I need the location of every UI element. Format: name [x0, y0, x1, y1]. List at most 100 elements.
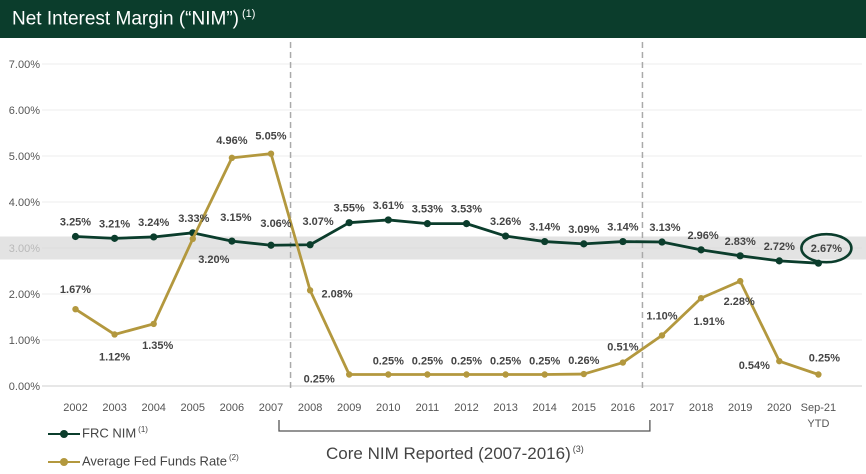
frc-nim-data-label: 2.83%: [725, 236, 756, 248]
fed-funds-point: [228, 154, 236, 162]
frc-nim-data-label: 2.72%: [764, 241, 795, 253]
frc-nim-data-label: 3.13%: [649, 222, 680, 234]
x-tick-label: 2006: [220, 402, 244, 414]
frc-nim-data-label: 2.67%: [811, 243, 842, 255]
y-tick-label: 4.00%: [9, 197, 40, 209]
fed-funds-data-label: 1.35%: [142, 340, 173, 352]
chart-title-footnote: (1): [241, 8, 256, 20]
y-tick-label: 0.00%: [9, 381, 40, 393]
fed-funds-data-label: 4.96%: [216, 135, 247, 147]
fed-funds-data-label: 0.25%: [451, 356, 482, 368]
frc-nim-data-label: 3.15%: [220, 212, 251, 224]
x-tick-label: YTD: [807, 418, 829, 430]
frc-nim-data-label: 3.61%: [373, 200, 404, 212]
y-tick-label: 6.00%: [9, 105, 40, 117]
legend-frc-footnote: (1): [138, 425, 148, 434]
fed-funds-point: [111, 331, 118, 338]
frc-nim-point: [580, 240, 588, 248]
core-nim-annotation-text: Core NIM Reported (2007-2016): [326, 444, 571, 463]
frc-nim-point: [384, 216, 392, 224]
fed-funds-point: [776, 357, 783, 365]
fed-funds-point: [150, 320, 157, 328]
frc-nim-data-label: 3.14%: [529, 222, 560, 234]
frc-nim-data-label: 3.06%: [260, 218, 291, 230]
fed-funds-point: [658, 332, 666, 339]
x-tick-label: 2019: [728, 402, 752, 414]
legend-frc-swatch: [48, 429, 80, 439]
frc-nim-point: [775, 257, 783, 265]
frc-nim-point: [736, 252, 744, 260]
legend-fed-label: Average Fed Funds Rate: [82, 453, 228, 469]
y-tick-label: 7.00%: [9, 59, 40, 71]
legend-fed-swatch: [48, 457, 80, 467]
frc-nim-point: [619, 237, 627, 246]
fed-funds-data-label: 0.51%: [607, 342, 638, 354]
frc-nim-point: [228, 237, 236, 245]
frc-nim-data-label: 3.55%: [334, 203, 365, 215]
frc-nim-point: [150, 233, 158, 241]
frc-nim-data-label: 3.24%: [138, 217, 169, 229]
y-tick-label: 5.00%: [9, 151, 40, 163]
legend-item-fed-funds: Average Fed Funds Rate (2): [48, 453, 239, 468]
frc-nim-point: [462, 220, 471, 228]
fed-funds-data-label: 0.25%: [809, 353, 840, 365]
fed-funds-point: [737, 277, 744, 285]
frc-nim-data-label: 3.26%: [490, 216, 521, 228]
x-tick-label: 2009: [337, 402, 361, 414]
legend-fed-footnote: (2): [229, 453, 239, 462]
y-tick-label: 2.00%: [9, 289, 40, 301]
frc-nim-point: [423, 220, 431, 228]
x-tick-label: Sep-21: [801, 402, 836, 414]
frc-nim-point: [541, 237, 549, 246]
frc-nim-point: [697, 246, 705, 254]
chart-title-text: Net Interest Margin (“NIM”): [12, 8, 239, 30]
fed-funds-point: [346, 371, 353, 378]
frc-nim-point: [111, 234, 119, 242]
fed-funds-data-label: 5.05%: [255, 131, 286, 143]
x-tick-label: 2002: [63, 402, 87, 414]
fed-funds-data-label: 0.54%: [739, 360, 770, 372]
fed-funds-point: [72, 305, 79, 313]
x-tick-label: 2014: [532, 402, 556, 414]
fed-funds-point: [385, 371, 392, 378]
header-bar: Net Interest Margin (“NIM”) (1): [0, 0, 866, 38]
legend-frc-label: FRC NIM: [82, 425, 137, 441]
x-tick-label: 2015: [572, 402, 596, 414]
fed-funds-data-label: 2.28%: [724, 296, 755, 308]
fed-funds-data-label: 0.26%: [568, 355, 599, 367]
frc-nim-data-label: 3.09%: [568, 224, 599, 236]
x-tick-label: 2007: [259, 402, 283, 414]
fed-funds-data-label: 1.10%: [646, 310, 677, 322]
x-tick-label: 2010: [376, 402, 400, 414]
frc-nim-data-label: 3.25%: [60, 217, 91, 229]
fed-funds-data-label: 2.08%: [321, 288, 352, 300]
latest-value-highlight: [800, 232, 853, 264]
frc-nim-data-label: 3.53%: [451, 204, 482, 216]
x-tick-label: 2012: [454, 402, 478, 414]
fed-funds-point: [619, 359, 627, 366]
chart-title: Net Interest Margin (“NIM”) (1): [12, 8, 255, 30]
y-tick-label: 1.00%: [9, 335, 40, 347]
legend-item-frc-nim: FRC NIM (1): [48, 425, 148, 440]
frc-nim-data-label: 3.33%: [178, 213, 209, 225]
fed-funds-point: [267, 150, 275, 157]
fed-funds-data-label: 3.20%: [198, 254, 229, 266]
frc-nim-point: [71, 232, 80, 241]
core-nim-annotation: Core NIM Reported (2007-2016) (3): [326, 444, 584, 464]
core-nim-bracket: [278, 420, 651, 432]
frc-nim-point: [306, 241, 314, 249]
fed-funds-point: [815, 371, 822, 378]
fed-funds-data-label: 0.25%: [412, 356, 443, 368]
frc-nim-point: [345, 219, 353, 227]
x-tick-label: 2016: [611, 402, 635, 414]
fed-funds-data-label: 0.25%: [529, 356, 560, 368]
frc-nim-point: [502, 232, 510, 240]
x-tick-label: 2003: [102, 402, 126, 414]
fed-funds-data-label: 0.25%: [304, 374, 335, 386]
frc-nim-data-label: 2.96%: [687, 230, 718, 242]
fed-funds-data-label: 1.67%: [60, 284, 91, 296]
x-tick-label: 2017: [650, 402, 674, 414]
x-tick-label: 2018: [689, 402, 713, 414]
fed-funds-data-label: 0.25%: [373, 356, 404, 368]
